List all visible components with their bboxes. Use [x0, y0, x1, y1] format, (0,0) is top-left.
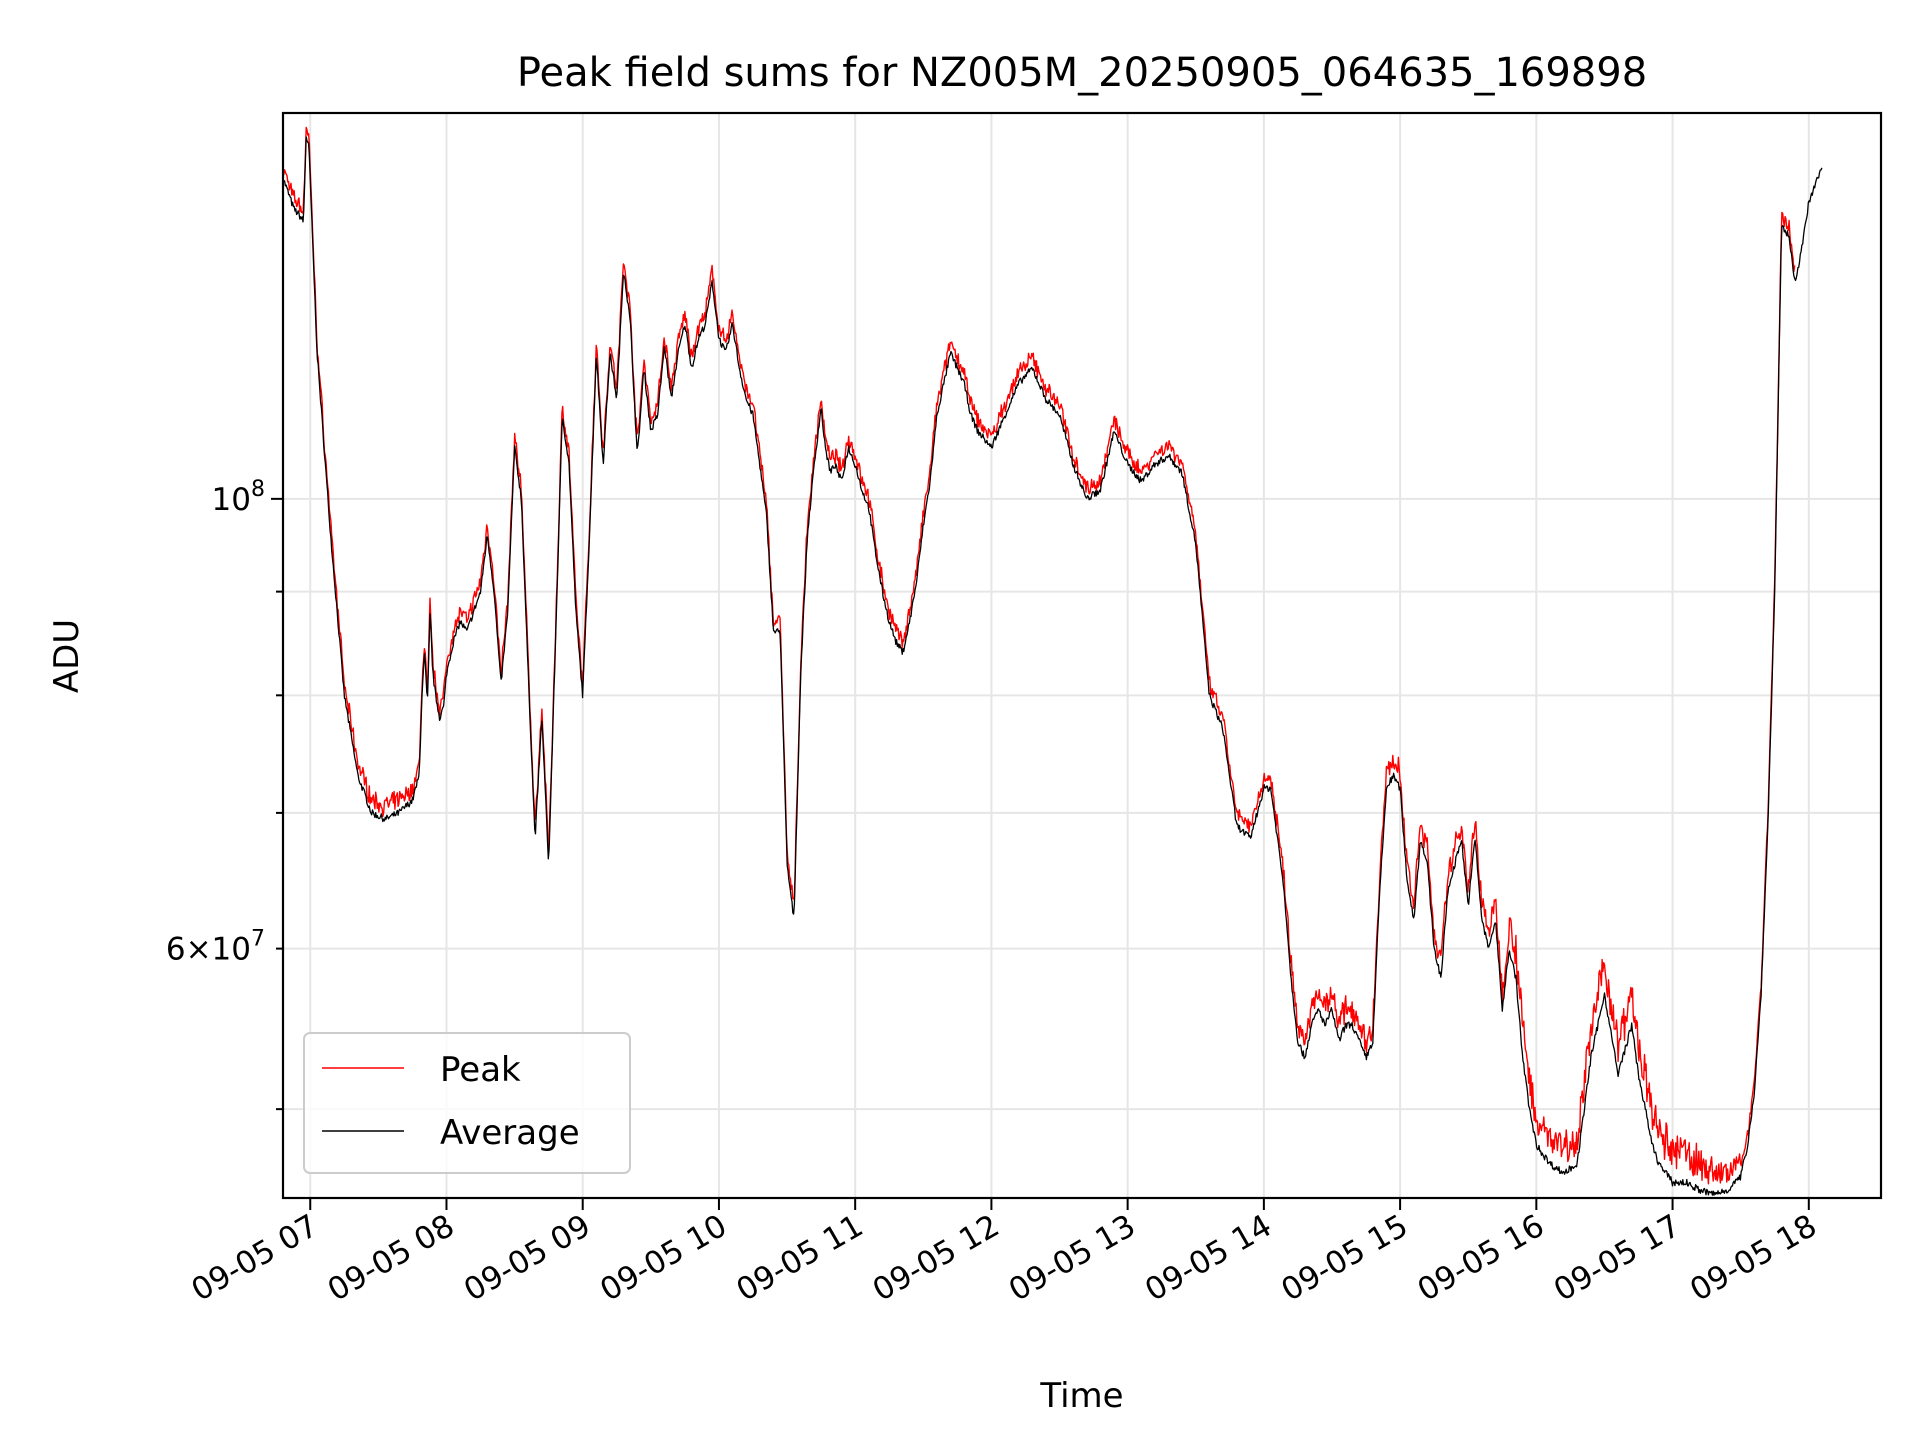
series-line-peak — [282, 126, 1796, 1185]
grid-lines — [283, 113, 1881, 1198]
x-tick-label: 09-05 17 — [1548, 1208, 1687, 1309]
x-tick-label: 09-05 16 — [1412, 1208, 1551, 1309]
plot-frame — [281, 111, 1883, 1200]
x-tick-label: 09-05 10 — [594, 1208, 733, 1309]
legend-peak-label: Peak — [440, 1050, 521, 1090]
series-line-average — [282, 136, 1823, 1196]
x-tick-label: 09-05 14 — [1139, 1208, 1278, 1309]
x-tick-label: 09-05 11 — [730, 1208, 869, 1309]
x-tick-label: 09-05 18 — [1684, 1208, 1823, 1309]
x-tick-label: 09-05 13 — [1003, 1208, 1142, 1309]
y-axis-label: ADU — [47, 619, 87, 693]
x-tick-label: 09-05 09 — [458, 1208, 597, 1309]
x-tick-label: 09-05 08 — [322, 1208, 461, 1309]
x-tick-label: 09-05 15 — [1275, 1208, 1414, 1309]
plot-area — [282, 126, 1823, 1196]
chart-title: Peak field sums for NZ005M_20250905_0646… — [517, 50, 1647, 96]
x-tick-label: 09-05 07 — [186, 1208, 325, 1309]
x-axis-label: Time — [1039, 1376, 1123, 1416]
y-tick-label: 108 — [212, 477, 265, 518]
legend-average-label: Average — [440, 1113, 580, 1153]
y-tick-label: 6×107 — [166, 927, 265, 968]
legend: Peak Average — [303, 1032, 631, 1174]
x-tick-label: 09-05 12 — [867, 1208, 1006, 1309]
